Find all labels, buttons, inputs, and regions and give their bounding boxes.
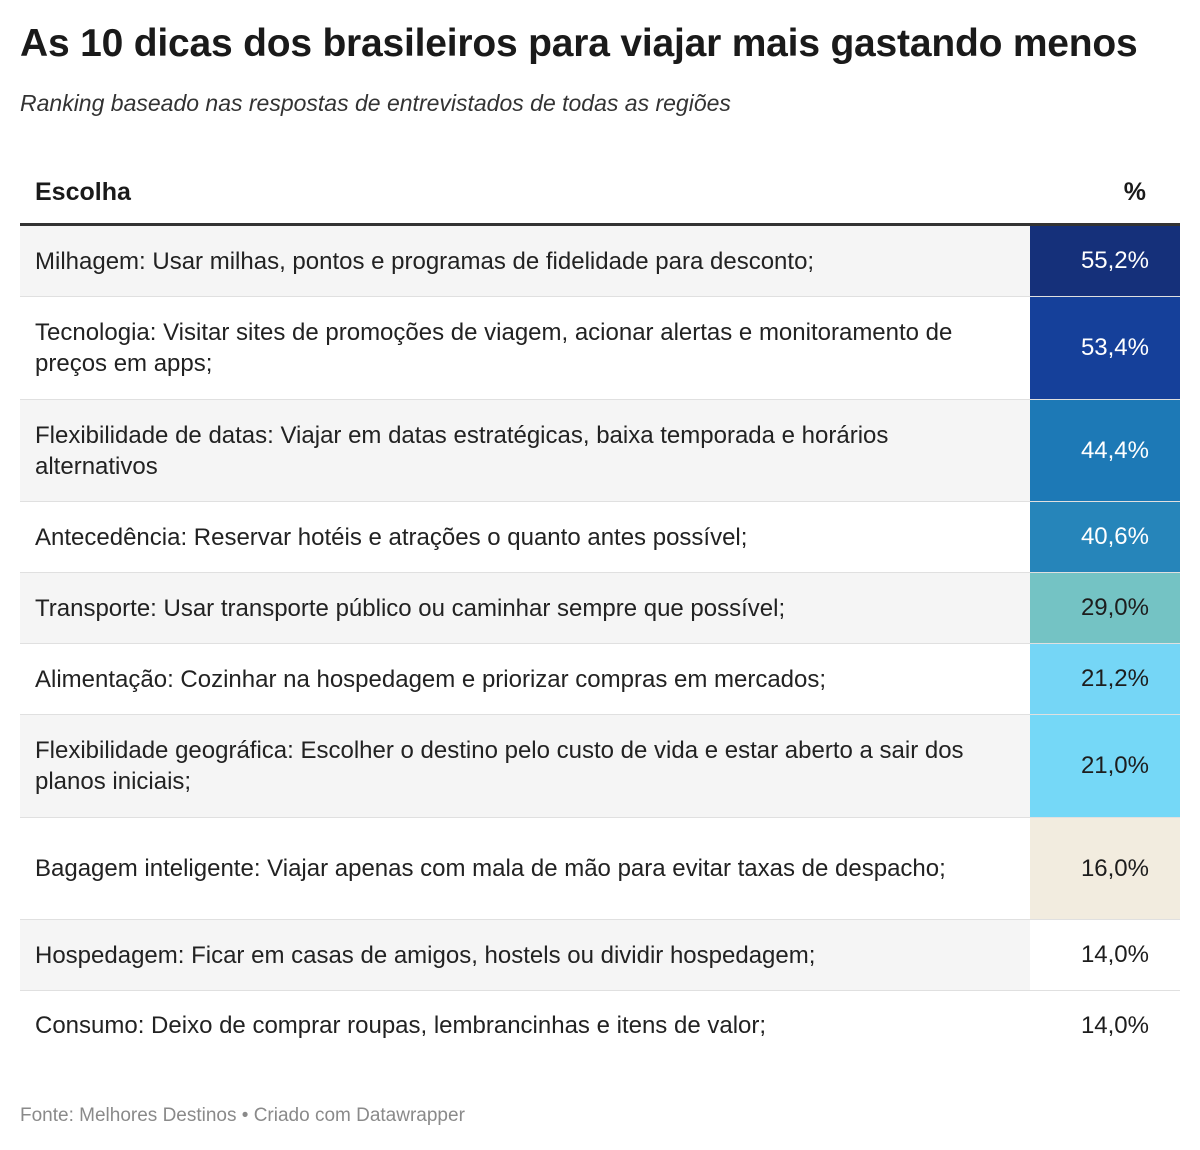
percent-cell: 29,0%	[1030, 573, 1180, 643]
table-row: Alimentação: Cozinhar na hospedagem e pr…	[20, 644, 1180, 715]
table-header: Escolha %	[20, 160, 1180, 226]
choice-cell: Flexibilidade geográfica: Escolher o des…	[35, 737, 964, 795]
percent-cell: 21,0%	[1030, 715, 1180, 817]
choice-cell: Consumo: Deixo de comprar roupas, lembra…	[35, 1012, 767, 1039]
percent-cell: 40,6%	[1030, 502, 1180, 572]
choice-cell: Alimentação: Cozinhar na hospedagem e pr…	[35, 665, 827, 693]
table-row: Hospedagem: Ficar em casas de amigos, ho…	[20, 920, 1180, 991]
table-body: Milhagem: Usar milhas, pontos e programa…	[20, 226, 1180, 1060]
choice-cell: Antecedência: Reservar hotéis e atrações…	[35, 523, 748, 551]
chart-subtitle: Ranking baseado nas respostas de entrevi…	[20, 90, 731, 116]
percent-cell: 53,4%	[1030, 297, 1180, 399]
column-header-percent: %	[1123, 178, 1146, 206]
choice-cell: Tecnologia: Visitar sites de promoções d…	[35, 319, 953, 377]
table-row: Flexibilidade geográfica: Escolher o des…	[20, 715, 1180, 818]
source-footer: Fonte: Melhores Destinos • Criado com Da…	[20, 1105, 465, 1126]
table-row: Antecedência: Reservar hotéis e atrações…	[20, 502, 1180, 573]
choice-cell: Milhagem: Usar milhas, pontos e programa…	[35, 247, 815, 275]
table-row: Transporte: Usar transporte público ou c…	[20, 573, 1180, 644]
choice-cell: Flexibilidade de datas: Viajar em datas …	[35, 421, 889, 480]
choice-cell: Transporte: Usar transporte público ou c…	[35, 594, 786, 622]
percent-cell: 55,2%	[1030, 226, 1180, 296]
table-row: Flexibilidade de datas: Viajar em datas …	[20, 400, 1180, 502]
table-row: Consumo: Deixo de comprar roupas, lembra…	[20, 991, 1180, 1060]
percent-cell: 14,0%	[1030, 991, 1180, 1060]
table-row: Bagagem inteligente: Viajar apenas com m…	[20, 818, 1180, 920]
percent-cell: 21,2%	[1030, 644, 1180, 714]
choice-cell: Hospedagem: Ficar em casas de amigos, ho…	[35, 941, 816, 969]
percent-cell: 14,0%	[1030, 920, 1180, 990]
percent-cell: 16,0%	[1030, 818, 1180, 919]
ranking-table: Escolha % Milhagem: Usar milhas, pontos …	[20, 160, 1180, 1060]
table-row: Tecnologia: Visitar sites de promoções d…	[20, 297, 1180, 400]
column-header-choice: Escolha	[35, 178, 131, 206]
table-row: Milhagem: Usar milhas, pontos e programa…	[20, 226, 1180, 297]
choice-cell: Bagagem inteligente: Viajar apenas com m…	[35, 855, 946, 882]
percent-cell: 44,4%	[1030, 400, 1180, 501]
chart-title: As 10 dicas dos brasileiros para viajar …	[20, 22, 1138, 65]
